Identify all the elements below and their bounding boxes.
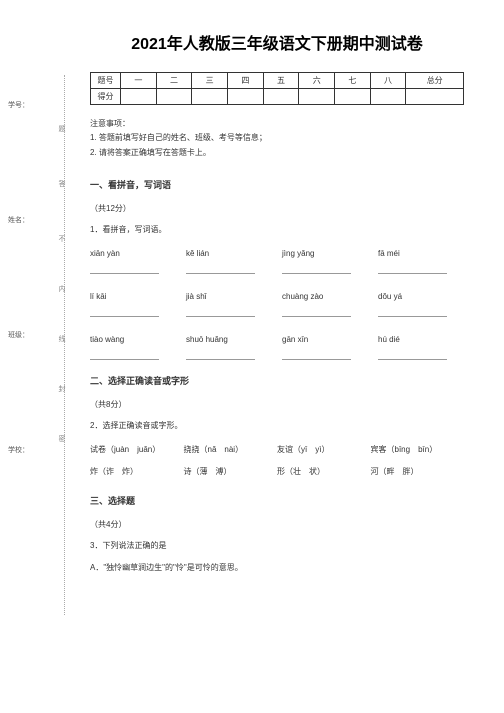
score-cell (263, 89, 299, 105)
pinyin-item: fā méi (378, 249, 464, 274)
side-marker-1: 题 (56, 125, 66, 132)
choice-item: 诗（薄 溥） (184, 465, 278, 479)
pinyin-text: xiān yàn (90, 249, 176, 258)
pinyin-text: fā méi (378, 249, 464, 258)
pinyin-text: dǒu yá (378, 292, 464, 301)
blank-line (186, 307, 255, 317)
blank-line (282, 264, 351, 274)
side-marker-7: 密 (56, 435, 66, 442)
blank-line (90, 264, 159, 274)
score-label: 得分 (91, 89, 121, 105)
th-6: 六 (299, 73, 335, 89)
section3-points: （共4分） (90, 519, 464, 530)
pinyin-item: lí kāi (90, 292, 176, 317)
blank-line (378, 307, 447, 317)
pinyin-item: hú dié (378, 335, 464, 360)
score-cell (121, 89, 157, 105)
th-3: 三 (192, 73, 228, 89)
choice-item: 形（壮 状） (277, 465, 371, 479)
pinyin-item: kě lián (186, 249, 272, 274)
table-row: 题号 一 二 三 四 五 六 七 八 总分 (91, 73, 464, 89)
pinyin-item: xiān yàn (90, 249, 176, 274)
choice-row: 试卷（juàn juǎn） 挠挠（nǎ nài） 友谊（yī yì） 宾客（bī… (90, 443, 464, 457)
blank-line (282, 350, 351, 360)
pinyin-text: tiào wàng (90, 335, 176, 344)
pinyin-grid: xiān yàn kě lián jìng yǎng fā méi lí kāi… (90, 249, 464, 360)
th-4: 四 (228, 73, 264, 89)
q3-text: 3．下列说法正确的是 (90, 540, 464, 553)
pinyin-item: gān xīn (282, 335, 368, 360)
table-row: 得分 (91, 89, 464, 105)
notice-line1: 1. 答题前填写好自己的姓名、班级、考号等信息； (90, 131, 464, 145)
pinyin-text: chuàng zào (282, 292, 368, 301)
side-marker-6: 封 (56, 385, 66, 392)
option-a: A．"独怜幽草涧边生"的"怜"是可怜的意思。 (90, 562, 464, 575)
blank-line (282, 307, 351, 317)
pinyin-item: dǒu yá (378, 292, 464, 317)
th-2: 二 (156, 73, 192, 89)
pinyin-text: jià shǐ (186, 292, 272, 301)
score-cell (406, 89, 464, 105)
pinyin-text: kě lián (186, 249, 272, 258)
section2-title: 二、选择正确读音或字形 (90, 374, 464, 387)
section1-title: 一、看拼音，写词语 (90, 178, 464, 191)
page-content: 2021年人教版三年级语文下册期中测试卷 题号 一 二 三 四 五 六 七 八 … (0, 0, 504, 601)
score-cell (370, 89, 406, 105)
th-7: 七 (335, 73, 371, 89)
th-5: 五 (263, 73, 299, 89)
side-marker-5: 线 (56, 335, 66, 342)
th-label: 题号 (91, 73, 121, 89)
pinyin-item: jìng yǎng (282, 249, 368, 274)
q2-text: 2．选择正确读音或字形。 (90, 420, 464, 433)
pinyin-item: shuō huǎng (186, 335, 272, 360)
pinyin-item: chuàng zào (282, 292, 368, 317)
side-label-id: 学号： (8, 100, 29, 110)
score-cell (335, 89, 371, 105)
side-label-name: 姓名： (8, 215, 29, 225)
blank-line (90, 307, 159, 317)
pinyin-text: jìng yǎng (282, 249, 368, 258)
pinyin-item: jià shǐ (186, 292, 272, 317)
choice-item: 试卷（juàn juǎn） (90, 443, 184, 457)
blank-line (186, 264, 255, 274)
choice-item: 炸（诈 炸） (90, 465, 184, 479)
pinyin-item: tiào wàng (90, 335, 176, 360)
pinyin-text: hú dié (378, 335, 464, 344)
score-cell (192, 89, 228, 105)
section1-points: （共12分） (90, 203, 464, 214)
choice-row: 炸（诈 炸） 诗（薄 溥） 形（壮 状） 河（畔 胖） (90, 465, 464, 479)
side-marker-4: 内 (56, 285, 66, 292)
score-cell (156, 89, 192, 105)
choice-item: 宾客（bīng bīn） (371, 443, 465, 457)
side-marker-2: 答 (56, 180, 66, 187)
side-label-school: 学校： (8, 445, 29, 455)
th-total: 总分 (406, 73, 464, 89)
score-cell (228, 89, 264, 105)
q1-text: 1．看拼音，写词语。 (90, 224, 464, 237)
binding-dotted-line (64, 75, 65, 615)
notice-line2: 2. 请将答案正确填写在答题卡上。 (90, 146, 464, 160)
pinyin-text: lí kāi (90, 292, 176, 301)
choice-item: 挠挠（nǎ nài） (184, 443, 278, 457)
score-cell (299, 89, 335, 105)
section3-title: 三、选择题 (90, 494, 464, 507)
choice-item: 河（畔 胖） (371, 465, 465, 479)
exam-title: 2021年人教版三年级语文下册期中测试卷 (90, 30, 464, 54)
th-1: 一 (121, 73, 157, 89)
notice-header: 注意事项： (90, 117, 464, 131)
choice-item: 友谊（yī yì） (277, 443, 371, 457)
score-table: 题号 一 二 三 四 五 六 七 八 总分 得分 (90, 72, 464, 105)
pinyin-text: gān xīn (282, 335, 368, 344)
blank-line (378, 350, 447, 360)
notice-block: 注意事项： 1. 答题前填写好自己的姓名、班级、考号等信息； 2. 请将答案正确… (90, 117, 464, 160)
section2-points: （共8分） (90, 399, 464, 410)
blank-line (378, 264, 447, 274)
blank-line (90, 350, 159, 360)
side-label-class: 班级： (8, 330, 29, 340)
pinyin-text: shuō huǎng (186, 335, 272, 344)
th-8: 八 (370, 73, 406, 89)
blank-line (186, 350, 255, 360)
side-marker-3: 不 (56, 235, 66, 242)
